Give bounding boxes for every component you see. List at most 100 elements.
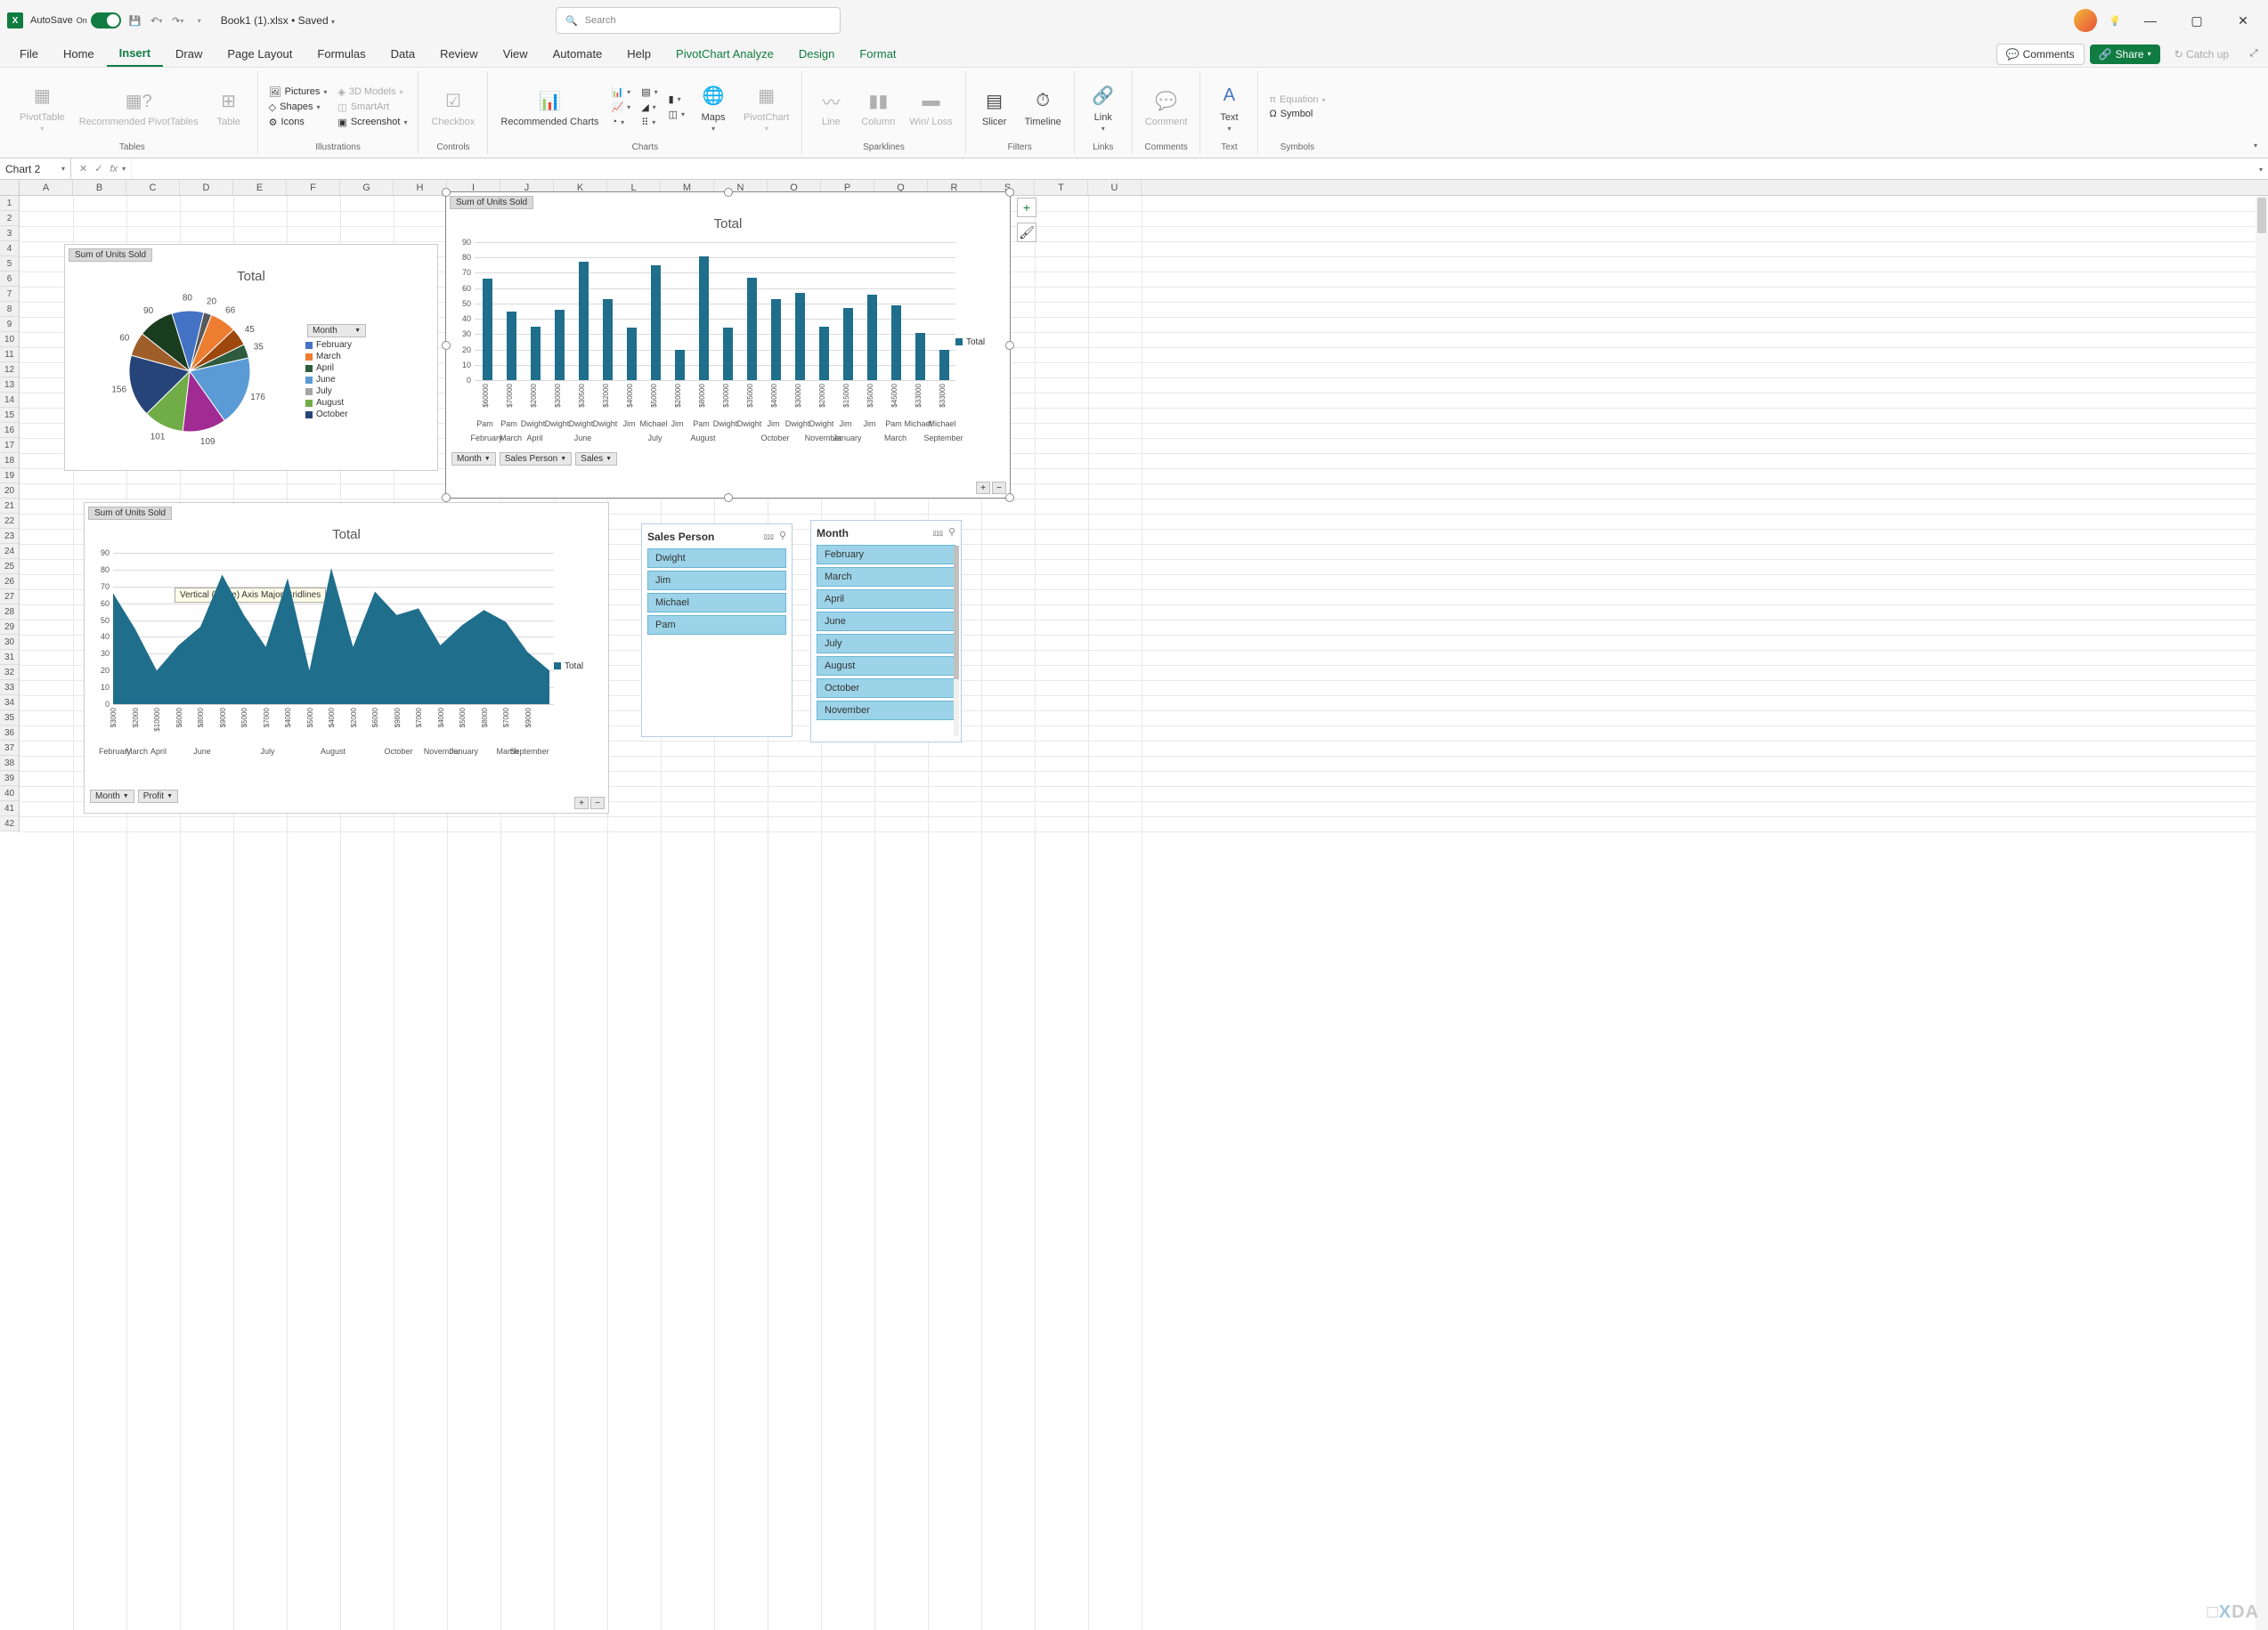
slicer-item[interactable]: Dwight (647, 548, 786, 568)
tab-formulas[interactable]: Formulas (305, 42, 378, 66)
row-header[interactable]: 42 (0, 816, 19, 831)
text-button[interactable]: AText▾ (1209, 80, 1248, 134)
area-chart[interactable]: Sum of Units Sold Total Vertical (Value)… (84, 502, 609, 814)
redo-icon[interactable]: ↷▾ (171, 13, 185, 28)
slicer-item[interactable]: Michael (647, 593, 786, 612)
row-header[interactable]: 9 (0, 317, 19, 332)
area-chart-icon[interactable]: ◢▾ (639, 101, 659, 114)
symbol-button[interactable]: Ω Symbol (1267, 108, 1327, 120)
area-chart-pill[interactable]: Sum of Units Sold (88, 507, 172, 520)
tab-home[interactable]: Home (51, 42, 107, 66)
tab-draw[interactable]: Draw (163, 42, 215, 66)
bar-chart-pill[interactable]: Sum of Units Sold (450, 196, 533, 209)
chart-field-button[interactable]: Month ▼ (90, 790, 134, 803)
slicer-item[interactable]: April (817, 589, 955, 609)
sparkline-winloss-button[interactable]: ▬Win/ Loss (906, 85, 955, 129)
close-button[interactable]: ✕ (2225, 7, 2261, 34)
equation-button[interactable]: π Equation ▾ (1267, 93, 1327, 106)
row-header[interactable]: 21 (0, 499, 19, 514)
chart-elements-button[interactable]: + (1017, 198, 1036, 217)
chart-expand-button[interactable]: + (574, 797, 589, 809)
row-header[interactable]: 28 (0, 604, 19, 620)
chart-styles-button[interactable]: 🖌 (1017, 223, 1036, 242)
file-name[interactable]: Book1 (1).xlsx • Saved ▾ (221, 14, 335, 27)
chart-field-button[interactable]: Sales Person ▼ (500, 452, 572, 466)
chart-collapse-button[interactable]: − (590, 797, 605, 809)
recommended-charts-button[interactable]: 📊Recommended Charts (497, 85, 602, 129)
slicer-scrollbar[interactable] (954, 546, 959, 736)
slicer-item[interactable]: July (817, 634, 955, 653)
slicer-button[interactable]: ▤Slicer (975, 85, 1014, 129)
column-header[interactable]: E (233, 180, 287, 195)
column-header[interactable]: U (1088, 180, 1142, 195)
timeline-button[interactable]: ⏱Timeline (1021, 85, 1065, 129)
slicer-item[interactable]: Pam (647, 615, 786, 635)
row-header[interactable]: 2 (0, 211, 19, 226)
select-all-corner[interactable] (0, 180, 20, 195)
combo-chart-icon[interactable]: ◫▾ (667, 108, 687, 121)
maps-button[interactable]: 🌐Maps▾ (694, 80, 733, 134)
slicer-month[interactable]: Month ⅏ ⚲ FebruaryMarchAprilJuneJulyAugu… (810, 520, 962, 742)
row-header[interactable]: 8 (0, 302, 19, 317)
pie-chart-pill[interactable]: Sum of Units Sold (69, 248, 152, 262)
multi-select-icon[interactable]: ⅏ (764, 530, 774, 543)
pivotchart-button[interactable]: ▦PivotChart▾ (740, 80, 793, 134)
row-header[interactable]: 16 (0, 423, 19, 438)
row-header[interactable]: 6 (0, 272, 19, 287)
3d-models-button[interactable]: ◈ 3D Models ▾ (336, 85, 409, 99)
selection-handle[interactable] (442, 493, 451, 502)
row-header[interactable]: 41 (0, 801, 19, 816)
tab-pivotchart-analyze[interactable]: PivotChart Analyze (663, 42, 786, 66)
row-header[interactable]: 3 (0, 226, 19, 241)
sparkline-line-button[interactable]: 〰Line (811, 85, 850, 129)
row-header[interactable]: 31 (0, 650, 19, 665)
pie-month-filter[interactable]: Month▼ (307, 324, 366, 337)
slicer-sales-person[interactable]: Sales Person ⅏ ⚲ DwightJimMichaelPam (641, 523, 793, 737)
bar-chart[interactable]: + 🖌 Sum of Units Sold Total 010203040506… (445, 191, 1011, 499)
toggle-icon[interactable] (91, 12, 121, 28)
selection-handle[interactable] (1005, 493, 1014, 502)
row-header[interactable]: 11 (0, 347, 19, 362)
row-header[interactable]: 20 (0, 483, 19, 499)
tab-insert[interactable]: Insert (107, 41, 163, 67)
row-header[interactable]: 18 (0, 453, 19, 468)
ribbon-options-icon[interactable]: ⤢ (2247, 47, 2261, 61)
tab-automate[interactable]: Automate (541, 42, 615, 66)
column-header[interactable]: C (126, 180, 180, 195)
column-header[interactable]: F (287, 180, 340, 195)
column-header[interactable]: T (1035, 180, 1088, 195)
save-icon[interactable]: 💾 (128, 13, 142, 28)
clear-filter-icon[interactable]: ⚲ (779, 530, 786, 543)
row-header[interactable]: 1 (0, 196, 19, 211)
chart-field-button[interactable]: Profit ▼ (138, 790, 178, 803)
tab-format[interactable]: Format (847, 42, 908, 66)
link-button[interactable]: 🔗Link▾ (1084, 80, 1123, 134)
row-header[interactable]: 34 (0, 695, 19, 710)
catchup-button[interactable]: ↻ Catch up (2166, 45, 2238, 64)
row-header[interactable]: 35 (0, 710, 19, 726)
column-header[interactable]: D (180, 180, 233, 195)
undo-icon[interactable]: ↶▾ (150, 13, 164, 28)
sparkline-column-button[interactable]: ▮▮Column (858, 85, 898, 129)
tab-page-layout[interactable]: Page Layout (215, 42, 305, 66)
user-avatar[interactable] (2074, 9, 2097, 32)
row-header[interactable]: 22 (0, 514, 19, 529)
slicer-item[interactable]: August (817, 656, 955, 676)
tab-data[interactable]: Data (378, 42, 427, 66)
chart-field-button[interactable]: Month ▼ (451, 452, 496, 466)
scrollbar-thumb[interactable] (2257, 198, 2266, 233)
search-box[interactable]: 🔍 Search (556, 7, 841, 34)
column-header[interactable]: B (73, 180, 126, 195)
tab-design[interactable]: Design (786, 42, 847, 66)
waterfall-chart-icon[interactable]: ▮▾ (667, 93, 687, 106)
minimize-button[interactable]: — (2133, 7, 2168, 34)
column-header[interactable]: A (20, 180, 73, 195)
slicer-item[interactable]: February (817, 545, 955, 564)
slicer-item[interactable]: Jim (647, 571, 786, 590)
row-header[interactable]: 14 (0, 393, 19, 408)
name-box[interactable]: Chart 2▾ (0, 158, 71, 179)
tab-help[interactable]: Help (614, 42, 663, 66)
multi-select-icon[interactable]: ⅏ (933, 526, 943, 539)
scatter-chart-icon[interactable]: ⠿▾ (639, 116, 659, 129)
formula-enter-icon[interactable]: ✓ (94, 163, 102, 174)
